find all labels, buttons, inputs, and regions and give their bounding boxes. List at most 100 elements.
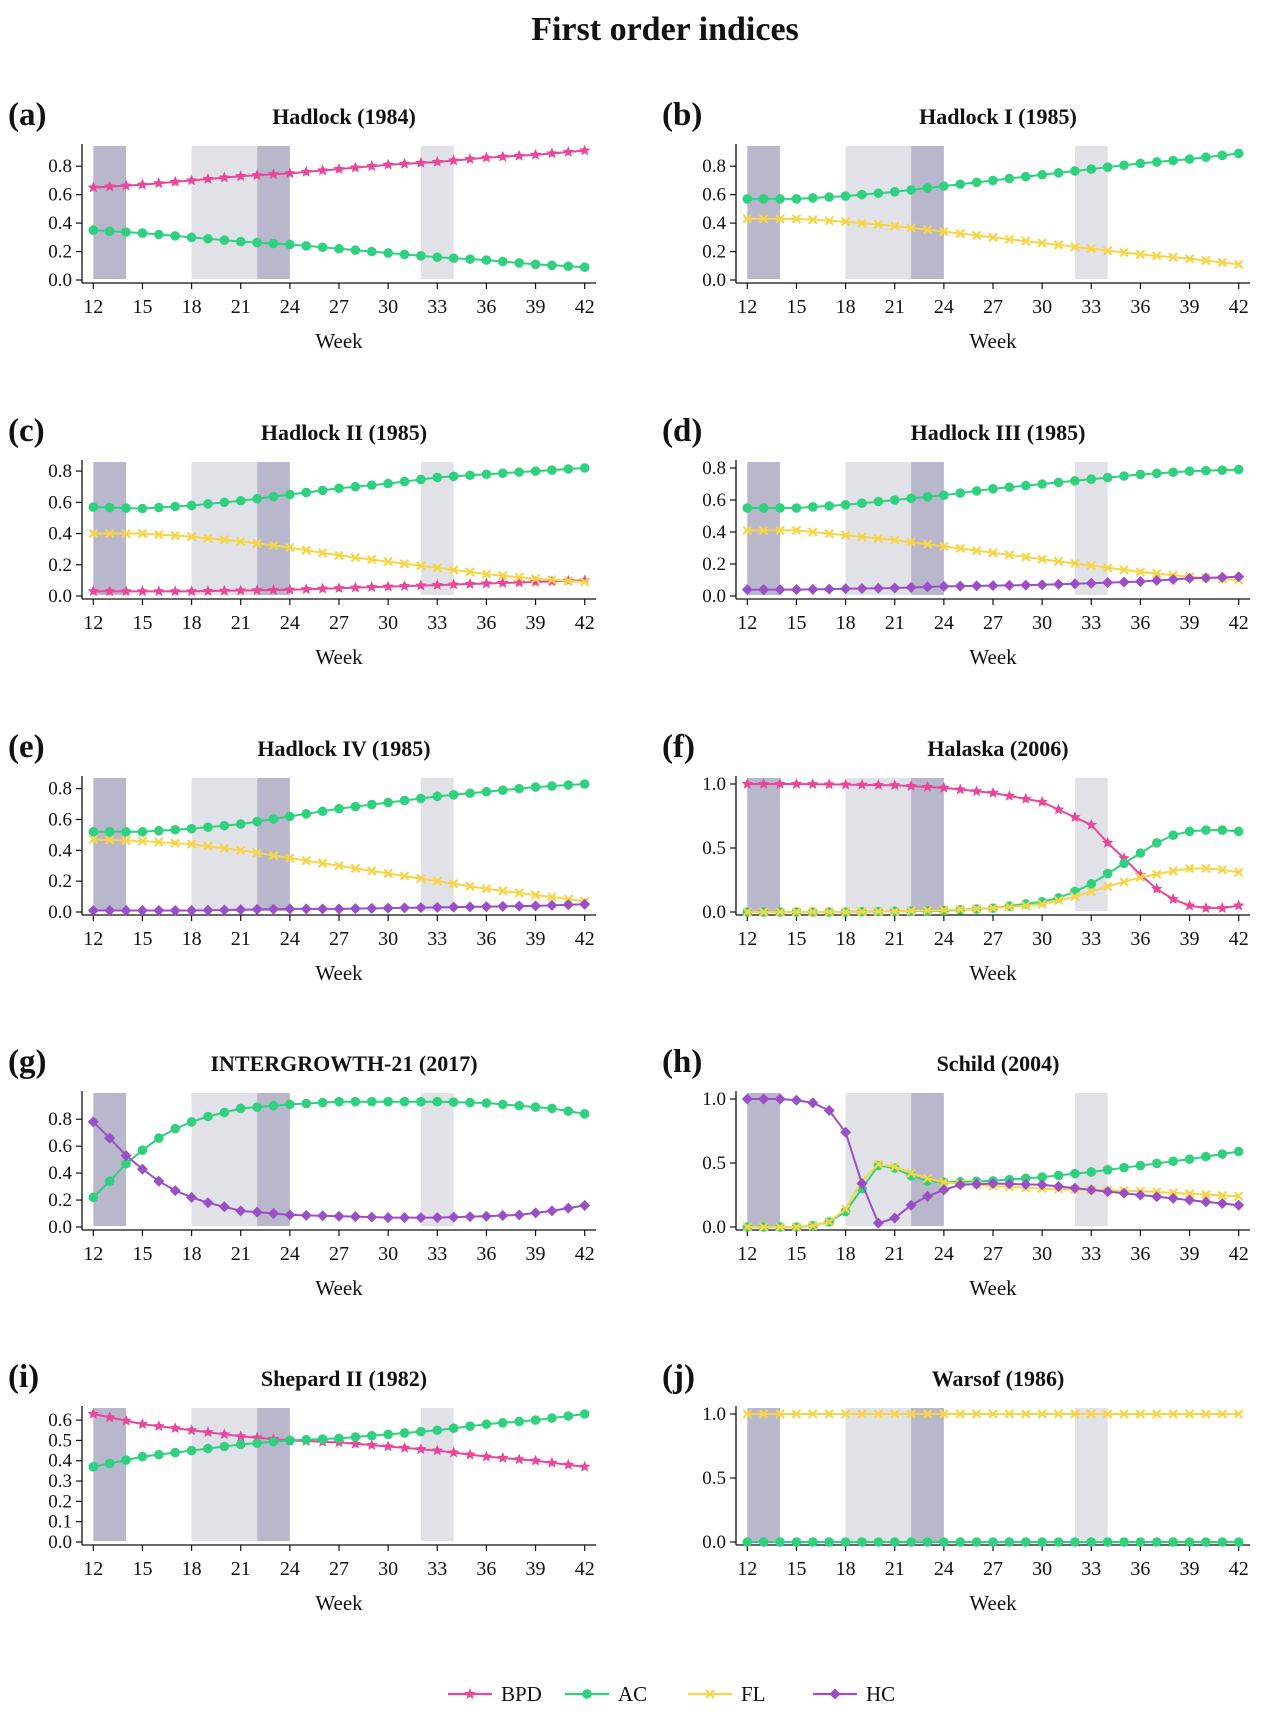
data-point-ac	[104, 1176, 115, 1186]
x-tick-label: 33	[427, 612, 447, 634]
y-tick-label: 0.2	[48, 555, 72, 576]
data-point-fl	[530, 574, 541, 584]
data-point-ac	[579, 779, 590, 789]
x-tick-label: 24	[280, 1558, 300, 1580]
data-point-ac	[137, 827, 148, 837]
data-point-fl	[334, 860, 344, 871]
data-point-fl	[1233, 1191, 1244, 1202]
data-point-ac	[1233, 464, 1244, 475]
data-point-ac	[497, 256, 508, 267]
data-point-ac	[1135, 1160, 1146, 1171]
data-point-fl	[530, 890, 541, 900]
data-point-fl	[350, 863, 361, 874]
data-point-hc	[218, 904, 230, 916]
data-point-bpd	[333, 163, 345, 174]
y-tick-label: 0.6	[48, 185, 72, 206]
data-point-hc	[300, 903, 312, 915]
data-point-fl	[873, 219, 884, 230]
data-point-ac	[1119, 1537, 1129, 1547]
data-point-fl	[235, 845, 246, 856]
x-tick-label: 24	[934, 612, 954, 634]
shaded-band-light	[191, 146, 258, 279]
x-tick-label: 18	[836, 928, 856, 950]
series-hc	[741, 1093, 1245, 1229]
x-tick-label: 42	[575, 1558, 595, 1580]
data-point-hc	[1102, 577, 1114, 589]
data-point-bpd	[120, 1414, 132, 1426]
data-point-ac	[1070, 166, 1080, 176]
data-point-ac	[252, 237, 262, 248]
data-point-ac	[530, 1102, 541, 1112]
data-point-fl	[317, 548, 328, 558]
data-point-hc	[218, 1201, 230, 1213]
shaded-band-light	[420, 462, 454, 595]
data-point-fl	[203, 533, 213, 544]
data-point-ac	[906, 1537, 916, 1547]
x-tick-label: 24	[280, 1243, 300, 1265]
data-point-ac	[301, 1098, 312, 1109]
data-point-hc	[415, 902, 427, 914]
data-point-bpd	[333, 582, 345, 594]
data-point-hc	[774, 1093, 786, 1105]
y-tick-label: 0.0	[48, 902, 72, 923]
data-point-fl	[301, 545, 312, 555]
data-point-bpd	[382, 158, 394, 170]
data-point-fl	[1152, 1409, 1162, 1419]
data-point-ac	[301, 241, 312, 251]
data-point-fl	[840, 907, 851, 917]
data-point-ac	[1168, 467, 1178, 478]
data-point-hc	[530, 900, 542, 912]
series-fl	[742, 1159, 1244, 1232]
data-point-hc	[938, 1184, 950, 1196]
data-point-hc	[546, 899, 558, 911]
data-point-ac	[1184, 1154, 1195, 1164]
data-point-bpd	[774, 778, 786, 789]
data-point-ac	[547, 1103, 557, 1114]
data-point-hc	[349, 903, 361, 915]
x-axis-label: Week	[315, 329, 363, 353]
data-point-fl	[1086, 560, 1097, 571]
data-point-fl	[1037, 1409, 1047, 1419]
legend-label: AC	[618, 1682, 647, 1706]
data-point-ac	[791, 1537, 802, 1547]
data-point-ac	[906, 493, 916, 504]
data-point-hc	[1200, 572, 1212, 584]
data-point-ac	[104, 502, 115, 513]
data-point-bpd	[1101, 836, 1114, 848]
data-point-fl	[88, 528, 99, 539]
data-point-ac	[285, 1435, 295, 1446]
y-tick-label: 0.5	[702, 1153, 726, 1174]
data-point-ac	[383, 1096, 393, 1107]
data-point-fl	[840, 1204, 851, 1214]
data-point-fl	[1004, 1409, 1015, 1419]
data-point-bpd	[431, 1444, 443, 1456]
legend-label: BPD	[501, 1682, 542, 1706]
data-point-fl	[481, 569, 492, 579]
data-point-fl	[922, 1409, 933, 1419]
data-point-bpd	[741, 778, 754, 789]
data-point-hc	[448, 901, 460, 913]
data-point-ac	[301, 487, 312, 498]
data-point-hc	[971, 580, 983, 592]
data-point-fl	[563, 894, 574, 904]
x-tick-label: 12	[737, 296, 757, 318]
data-point-ac	[808, 502, 818, 512]
data-point-ac	[448, 253, 459, 263]
data-point-fl	[939, 1409, 949, 1419]
data-point-ac	[514, 1100, 524, 1111]
data-point-ac	[1037, 1172, 1047, 1182]
data-point-ac	[873, 188, 884, 199]
data-point-fl	[824, 1217, 834, 1227]
data-point-fl	[1102, 562, 1113, 573]
data-point-hc	[807, 583, 819, 595]
x-tick-label: 12	[83, 296, 103, 318]
data-point-fl	[988, 903, 998, 913]
data-point-ac	[268, 1436, 279, 1447]
panel-title: Halaska (2006)	[927, 736, 1068, 761]
data-point-ac	[235, 819, 246, 829]
data-point-ac	[203, 1111, 213, 1122]
data-point-fl	[1233, 1409, 1244, 1419]
data-point-ac	[1102, 1537, 1113, 1547]
x-tick-label: 24	[934, 1243, 954, 1265]
data-point-ac	[1037, 169, 1047, 180]
